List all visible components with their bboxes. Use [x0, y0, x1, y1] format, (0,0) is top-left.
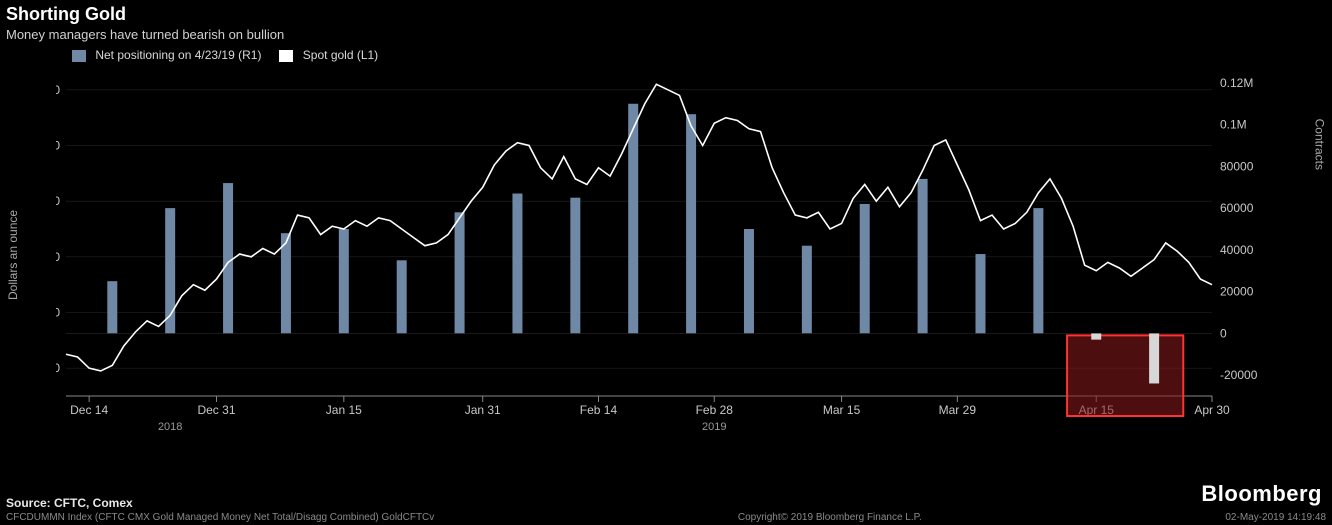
svg-text:Feb 14: Feb 14	[580, 403, 618, 417]
svg-text:Feb 28: Feb 28	[696, 403, 734, 417]
svg-text:0.1M: 0.1M	[1220, 118, 1247, 132]
svg-text:1340: 1340	[56, 83, 60, 97]
svg-text:1320: 1320	[56, 139, 60, 153]
svg-text:-20000: -20000	[1220, 368, 1258, 382]
svg-text:Dec 31: Dec 31	[197, 403, 235, 417]
svg-text:1240: 1240	[56, 361, 60, 375]
chart-subtitle: Money managers have turned bearish on bu…	[6, 27, 1326, 42]
copyright-text: Copyright© 2019 Bloomberg Finance L.P.	[738, 512, 922, 523]
svg-text:80000: 80000	[1220, 159, 1254, 173]
svg-text:60000: 60000	[1220, 201, 1254, 215]
svg-text:Dec 14: Dec 14	[70, 403, 108, 417]
chart-title: Shorting Gold	[6, 4, 1326, 25]
source-text: Source: CFTC, Comex	[6, 496, 1326, 510]
svg-text:1300: 1300	[56, 194, 60, 208]
chart-svg: 1240 1260 1280 1300 1320 1340 -20000 0 20000 4000…	[56, 44, 1272, 444]
bloomberg-logo: Bloomberg	[1201, 481, 1322, 507]
svg-text:Mar 29: Mar 29	[939, 403, 977, 417]
index-note: CFCDUMMN Index (CFTC CMX Gold Managed Mo…	[6, 512, 434, 523]
svg-text:2018: 2018	[158, 421, 182, 433]
svg-text:1260: 1260	[56, 306, 60, 320]
svg-text:40000: 40000	[1220, 243, 1254, 257]
chart-area: 1240 1260 1280 1300 1320 1340 -20000 0 20000 4000…	[56, 44, 1272, 444]
svg-text:20000: 20000	[1220, 285, 1254, 299]
right-axis-label: Contracts	[1312, 119, 1326, 170]
svg-text:Jan 31: Jan 31	[465, 403, 501, 417]
svg-text:Mar 15: Mar 15	[823, 403, 861, 417]
svg-text:Jan 15: Jan 15	[326, 403, 362, 417]
svg-text:2019: 2019	[702, 421, 726, 433]
timestamp-text: 02-May-2019 14:19:48	[1225, 512, 1326, 523]
left-axis-label: Dollars an ounce	[6, 210, 20, 300]
svg-text:0: 0	[1220, 326, 1227, 340]
svg-text:Apr 30: Apr 30	[1194, 403, 1230, 417]
svg-text:1280: 1280	[56, 250, 60, 264]
svg-text:0.12M: 0.12M	[1220, 76, 1253, 90]
